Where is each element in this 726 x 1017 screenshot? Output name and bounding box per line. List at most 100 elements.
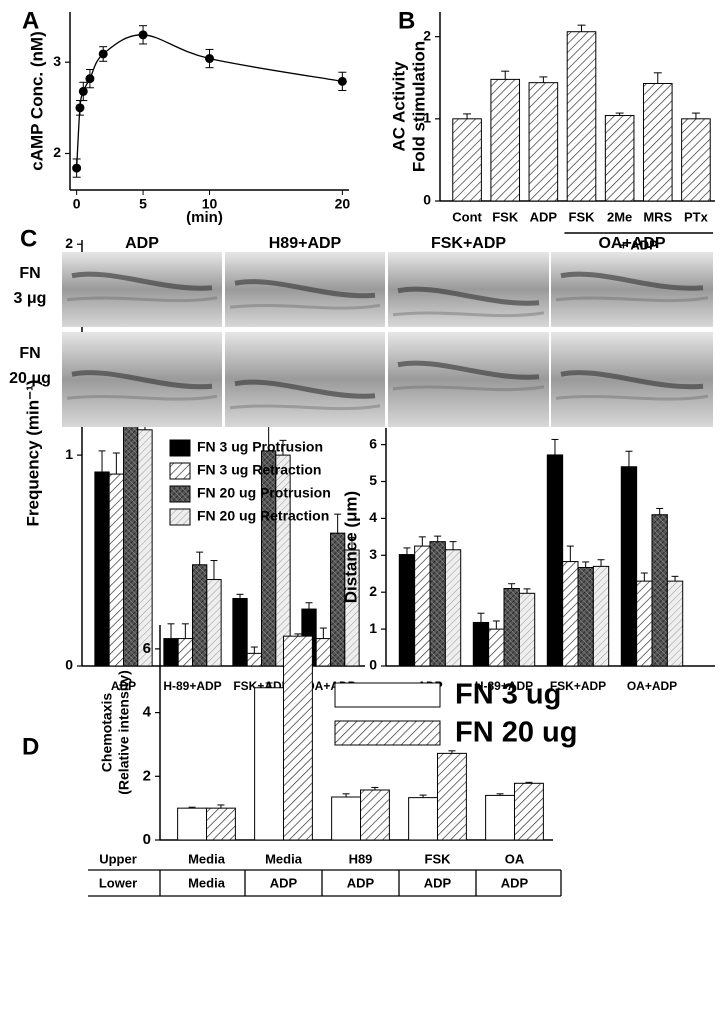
y-tick-label: 6: [143, 640, 151, 657]
bar: [577, 566, 594, 667]
y-tick-label: 2: [369, 583, 377, 599]
y-tick-label: 2: [53, 144, 61, 160]
y-tick-label: 0: [423, 192, 431, 208]
panel-letter: B: [398, 7, 415, 34]
bar: [206, 579, 222, 667]
row-label: Lower: [99, 875, 137, 890]
kymograph-image: [225, 332, 385, 427]
x-tick-label: Cont: [452, 209, 482, 224]
x-tick-label: FSK: [569, 209, 596, 224]
data-point: [98, 49, 108, 59]
panel-letter: D: [22, 733, 39, 760]
x-tick-label: 2Me: [607, 209, 632, 224]
x-tick-label: ADP: [424, 875, 452, 890]
kymograph-streak: [234, 379, 376, 399]
row-label: Upper: [99, 851, 137, 866]
x-tick-label: 10: [202, 196, 218, 212]
annotation: + ADP: [620, 237, 658, 252]
bar: [137, 429, 153, 667]
x-tick-label: 0: [73, 196, 81, 212]
data-point: [138, 30, 148, 40]
kymograph-streak: [66, 394, 218, 401]
y-tick-label: 4: [143, 704, 152, 721]
y-tick-label: 3: [53, 53, 61, 69]
kymograph-streak: [560, 370, 704, 390]
legend-swatch: [169, 439, 191, 457]
x-tick-label: FSK+ADP: [550, 679, 606, 693]
bar: [360, 789, 390, 841]
x-tick-label: PTx: [684, 209, 709, 224]
bar: [177, 807, 207, 841]
bar: [592, 565, 610, 667]
bar: [485, 794, 515, 841]
data-point: [337, 76, 347, 86]
bar: [123, 408, 139, 667]
bar: [206, 807, 236, 841]
kymograph-streak: [229, 404, 381, 411]
y-axis-label: Chemotaxis: [99, 693, 115, 773]
legend-swatch: [169, 462, 191, 480]
bar: [283, 635, 313, 841]
row-label: FN: [19, 345, 40, 362]
bar: [472, 621, 490, 667]
y-axis-label: Fold stimulation: [409, 41, 428, 172]
bar: [604, 115, 635, 202]
kymograph-streak: [229, 303, 381, 310]
y-tick-label: 1: [65, 446, 73, 462]
bar: [642, 82, 673, 202]
y-tick-label: 1: [423, 110, 431, 126]
x-tick-label: Media: [265, 851, 303, 866]
x-tick-label: ADP: [501, 875, 529, 890]
data-point: [85, 74, 95, 84]
bar: [562, 561, 579, 667]
x-tick-label: ADP: [270, 875, 298, 890]
y-axis-label: AC Activity: [389, 61, 408, 152]
legend-label: FN 3 ug Protrusion: [197, 439, 323, 455]
fit-curve: [75, 34, 343, 169]
y-axis-label: Frequency (min⁻¹): [23, 380, 42, 527]
data-point: [205, 54, 214, 64]
y-tick-label: 4: [369, 509, 377, 525]
legend-swatch: [334, 682, 441, 708]
row-label: 20 μg: [9, 370, 51, 387]
kymograph-streak: [392, 385, 545, 392]
bar: [437, 752, 467, 841]
x-tick-label: ADP: [530, 209, 558, 224]
x-tick-label: MRS: [643, 209, 672, 224]
bar: [429, 541, 446, 667]
y-tick-label: 2: [143, 767, 151, 784]
bar: [408, 797, 438, 841]
legend-label: FN 20 ug Protrusion: [197, 485, 331, 501]
y-tick-label: 1: [369, 620, 377, 636]
y-tick-label: 0: [369, 657, 377, 673]
data-point: [75, 103, 85, 113]
y-tick-label: 2: [423, 27, 431, 43]
x-tick-label: 20: [335, 196, 351, 212]
x-axis-label: (min): [186, 209, 223, 226]
bar: [254, 687, 284, 841]
kymograph-streak: [397, 360, 540, 380]
y-axis-label: (Relative intensity): [116, 670, 132, 794]
kymograph-streak: [71, 370, 213, 390]
y-tick-label: 0: [143, 831, 151, 848]
bar: [546, 454, 564, 667]
legend-label: FN 3 ug Retraction: [197, 462, 321, 478]
bar: [177, 638, 193, 667]
bar: [331, 796, 361, 841]
legend-swatch: [334, 720, 441, 746]
data-point: [78, 86, 88, 96]
bar: [246, 652, 262, 667]
y-axis-label: Distance (μm): [341, 491, 360, 603]
bar: [514, 782, 544, 841]
bar: [452, 118, 482, 202]
bar: [666, 580, 684, 667]
row-label: 3 μg: [14, 290, 47, 307]
legend-label: FN 20 ug Retraction: [197, 508, 329, 524]
bar: [444, 549, 462, 667]
x-tick-label: FSK: [425, 851, 452, 866]
bar: [651, 514, 668, 667]
bar: [108, 473, 125, 667]
x-tick-label: OA+ADP: [627, 679, 677, 693]
legend-swatch: [169, 508, 191, 526]
y-tick-label: 2: [65, 235, 73, 251]
